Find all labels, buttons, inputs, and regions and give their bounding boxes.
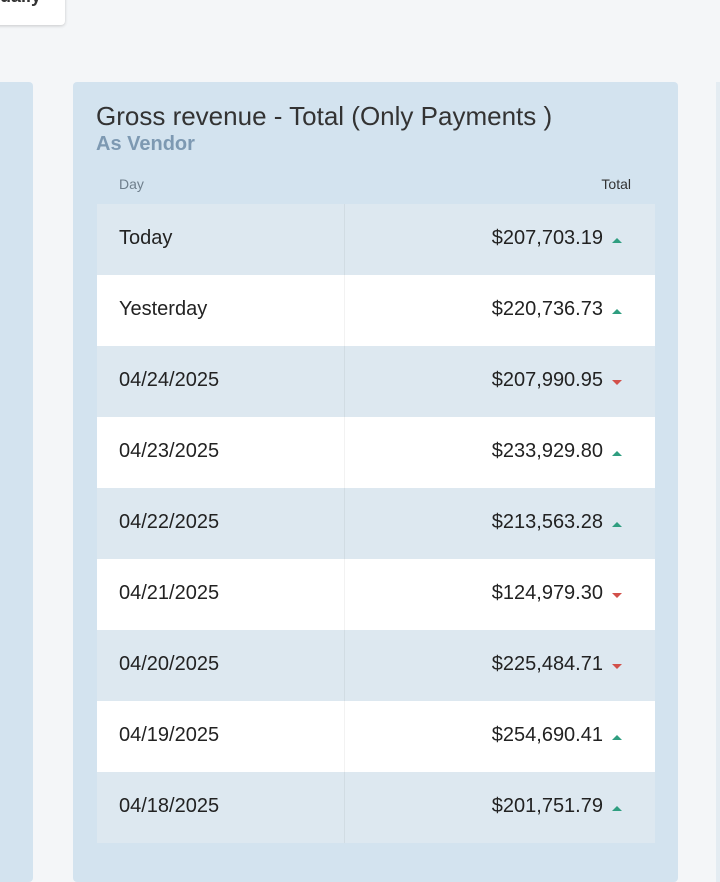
trend-icon	[612, 522, 622, 527]
trend-icon	[612, 380, 622, 385]
day-cell: Yesterday	[119, 298, 208, 320]
trend-icon	[612, 735, 622, 740]
trend-icon	[612, 309, 622, 314]
column-header[interactable]: Total	[601, 176, 631, 192]
table-row: 04/18/2025 $201,751.79	[97, 772, 655, 843]
left-panel	[0, 82, 33, 882]
day-cell: 04/22/2025	[119, 511, 220, 533]
table-row: 04/20/2025 $225,484.71	[97, 630, 655, 701]
trend-arrow	[612, 593, 622, 598]
trend-arrow	[612, 735, 622, 740]
filter-card[interactable]: ually	[0, 0, 65, 25]
widget-title: Gross revenue - Total (Only Payments )	[96, 101, 553, 131]
total-cell: $124,979.30	[491, 582, 603, 604]
trend-arrow	[612, 238, 622, 243]
trend-icon	[612, 806, 622, 811]
day-cell: 04/24/2025	[119, 369, 220, 391]
trend-icon	[612, 238, 622, 243]
total-cell: $225,484.71	[491, 653, 603, 675]
total-cell: $201,751.79	[491, 795, 603, 817]
column-divider	[344, 417, 345, 488]
total-cell: $213,563.28	[491, 511, 603, 533]
column-divider	[344, 204, 345, 275]
day-cell: Today	[119, 227, 173, 249]
table-row: Yesterday $220,736.73	[97, 275, 655, 346]
column-divider	[344, 275, 345, 346]
table-row: 04/21/2025 $124,979.30	[97, 559, 655, 630]
column-divider	[344, 701, 345, 772]
table-row: 04/22/2025 $213,563.28	[97, 488, 655, 559]
day-cell: 04/21/2025	[119, 582, 220, 604]
trend-arrow	[612, 664, 622, 669]
table-row: 04/24/2025 $207,990.95	[97, 346, 655, 417]
table-row: 04/23/2025 $233,929.80	[97, 417, 655, 488]
day-cell: 04/18/2025	[119, 795, 220, 817]
column-header[interactable]: Day	[119, 176, 144, 192]
day-cell: 04/23/2025	[119, 440, 220, 462]
total-cell: $233,929.80	[491, 440, 603, 462]
column-divider	[344, 488, 345, 559]
table-row: 04/19/2025 $254,690.41	[97, 701, 655, 772]
trend-icon	[612, 664, 622, 669]
total-cell: $207,990.95	[491, 369, 603, 391]
right-panel	[716, 82, 720, 882]
filter-label: ually	[0, 0, 41, 7]
column-divider	[344, 772, 345, 843]
trend-arrow	[612, 451, 622, 456]
total-cell: $207,703.19	[491, 227, 603, 249]
column-divider	[344, 346, 345, 417]
column-divider	[344, 630, 345, 701]
trend-arrow	[612, 309, 622, 314]
widget-subtitle: As Vendor	[96, 133, 195, 155]
trend-icon	[612, 593, 622, 598]
trend-arrow	[612, 522, 622, 527]
day-cell: 04/19/2025	[119, 724, 220, 746]
day-cell: 04/20/2025	[119, 653, 220, 675]
column-divider	[344, 559, 345, 630]
total-cell: $254,690.41	[491, 724, 603, 746]
trend-arrow	[612, 806, 622, 811]
total-cell: $220,736.73	[491, 298, 603, 320]
trend-arrow	[612, 380, 622, 385]
trend-icon	[612, 451, 622, 456]
table-row: Today $207,703.19	[97, 204, 655, 275]
